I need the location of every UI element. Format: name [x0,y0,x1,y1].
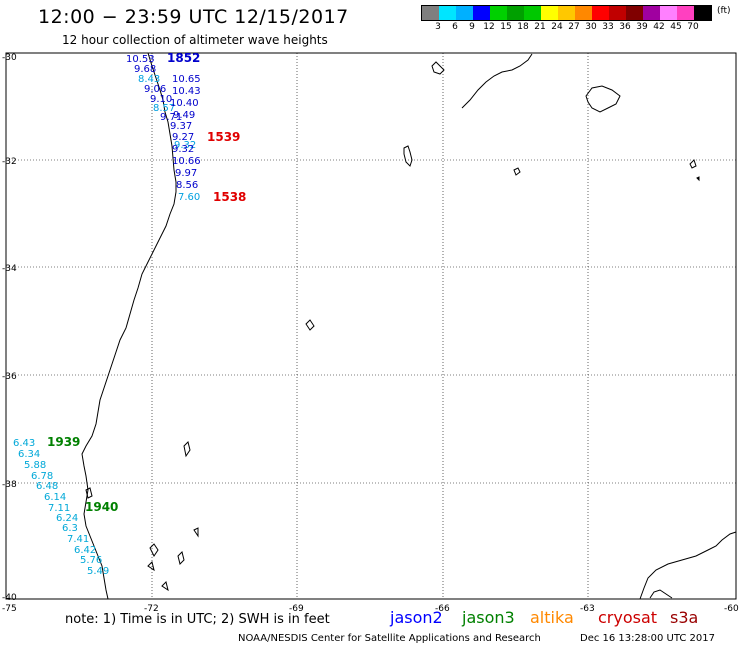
island [150,544,158,556]
lat-label: -30 [2,53,17,63]
lat-label: -36 [2,372,17,382]
satellite-jason2: jason2 [390,608,443,627]
swh-value: 5.88 [24,460,46,471]
satellite-cryosat: cryosat [598,608,657,627]
map-gridlines [6,53,736,599]
swh-value: 10.43 [172,86,201,97]
swh-value: 10.40 [170,98,199,109]
swh-value: 7.41 [67,534,89,545]
lat-label: -34 [2,264,17,274]
lon-label: -60 [724,604,739,614]
lon-label: -75 [2,604,17,614]
swh-value: 9.32 [172,144,194,155]
island [184,442,190,456]
island [148,562,154,570]
argentina-coastline [640,532,736,599]
swh-value: 9.37 [170,121,192,132]
satellite-altika: altika [530,608,574,627]
jason2-pass: 10.53 1852 9.68 8.43 9.06 9.10 8.57 9.71… [126,51,201,203]
credit-text: NOAA/NESDIS Center for Satellite Applica… [238,633,541,644]
satellite-s3a: s3a [670,608,698,627]
swh-value: 6.43 [13,438,35,449]
swh-value: 9.49 [173,110,195,121]
swh-value: 8.56 [176,180,198,191]
island [690,160,696,168]
cryosat-pass-time: 1538 [213,190,246,204]
timestamp: Dec 16 13:28:00 UTC 2017 [580,633,715,644]
rio-plata-coastline [462,54,532,108]
swh-value: 7.60 [178,192,200,203]
pass-time: 1939 [47,435,80,449]
swh-value: 6.3 [62,523,78,534]
latitude-labels: -30 -32 -34 -36 -38 -40 [2,53,17,603]
lat-label: -38 [2,480,17,490]
pass-time: 1852 [167,51,200,65]
footer-note: note: 1) Time is in UTC; 2) SWH is in fe… [65,612,330,627]
island [194,528,198,536]
swh-value: 5.49 [87,566,109,577]
island [178,552,184,564]
island [697,177,699,180]
map-frame [6,53,736,599]
lat-label: -40 [2,593,17,603]
swh-value: 9.97 [175,168,197,179]
lon-label: -63 [580,604,595,614]
swh-value: 5.76 [80,555,102,566]
island [162,582,168,590]
swh-value: 6.34 [18,449,40,460]
coast-segment [432,62,444,74]
lagoon-shape [586,86,620,112]
swh-value: 10.66 [172,156,201,167]
swh-value: 10.65 [172,74,201,85]
jason3-pass: 1939 1940 6.43 6.34 5.88 6.78 6.48 6.14 … [13,435,118,577]
island [306,320,314,330]
lat-label: -32 [2,157,17,167]
bay-shape [404,146,412,166]
pass-time: 1940 [85,500,118,514]
island [514,168,520,175]
chile-coastline [82,53,176,599]
satellite-jason3: jason3 [462,608,515,627]
cryosat-pass-time: 1539 [207,130,240,144]
swh-value: 6.48 [36,481,58,492]
swh-value: 6.14 [44,492,66,503]
argentina-bay [650,590,672,598]
